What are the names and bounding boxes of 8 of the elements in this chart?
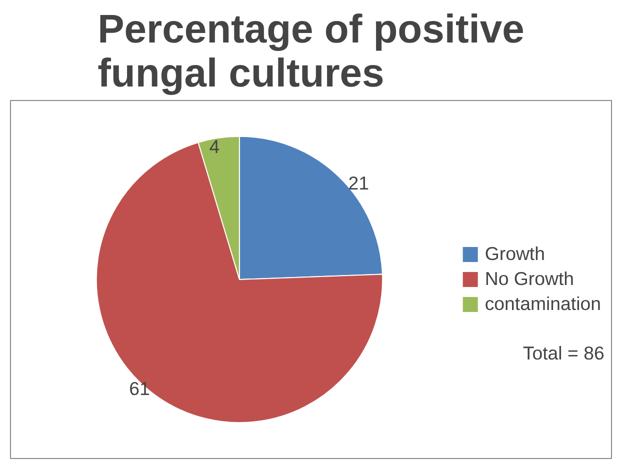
chart-title: Percentage of positive fungal cultures [98, 8, 524, 96]
legend-label: contamination [484, 293, 601, 315]
legend-label: Growth [484, 243, 545, 265]
data-label: 61 [129, 378, 150, 400]
text: Total = 86 [522, 342, 604, 364]
data-label: 21 [348, 172, 370, 194]
data-label: 4 [209, 136, 220, 158]
legend-label: No Growth [484, 268, 574, 290]
